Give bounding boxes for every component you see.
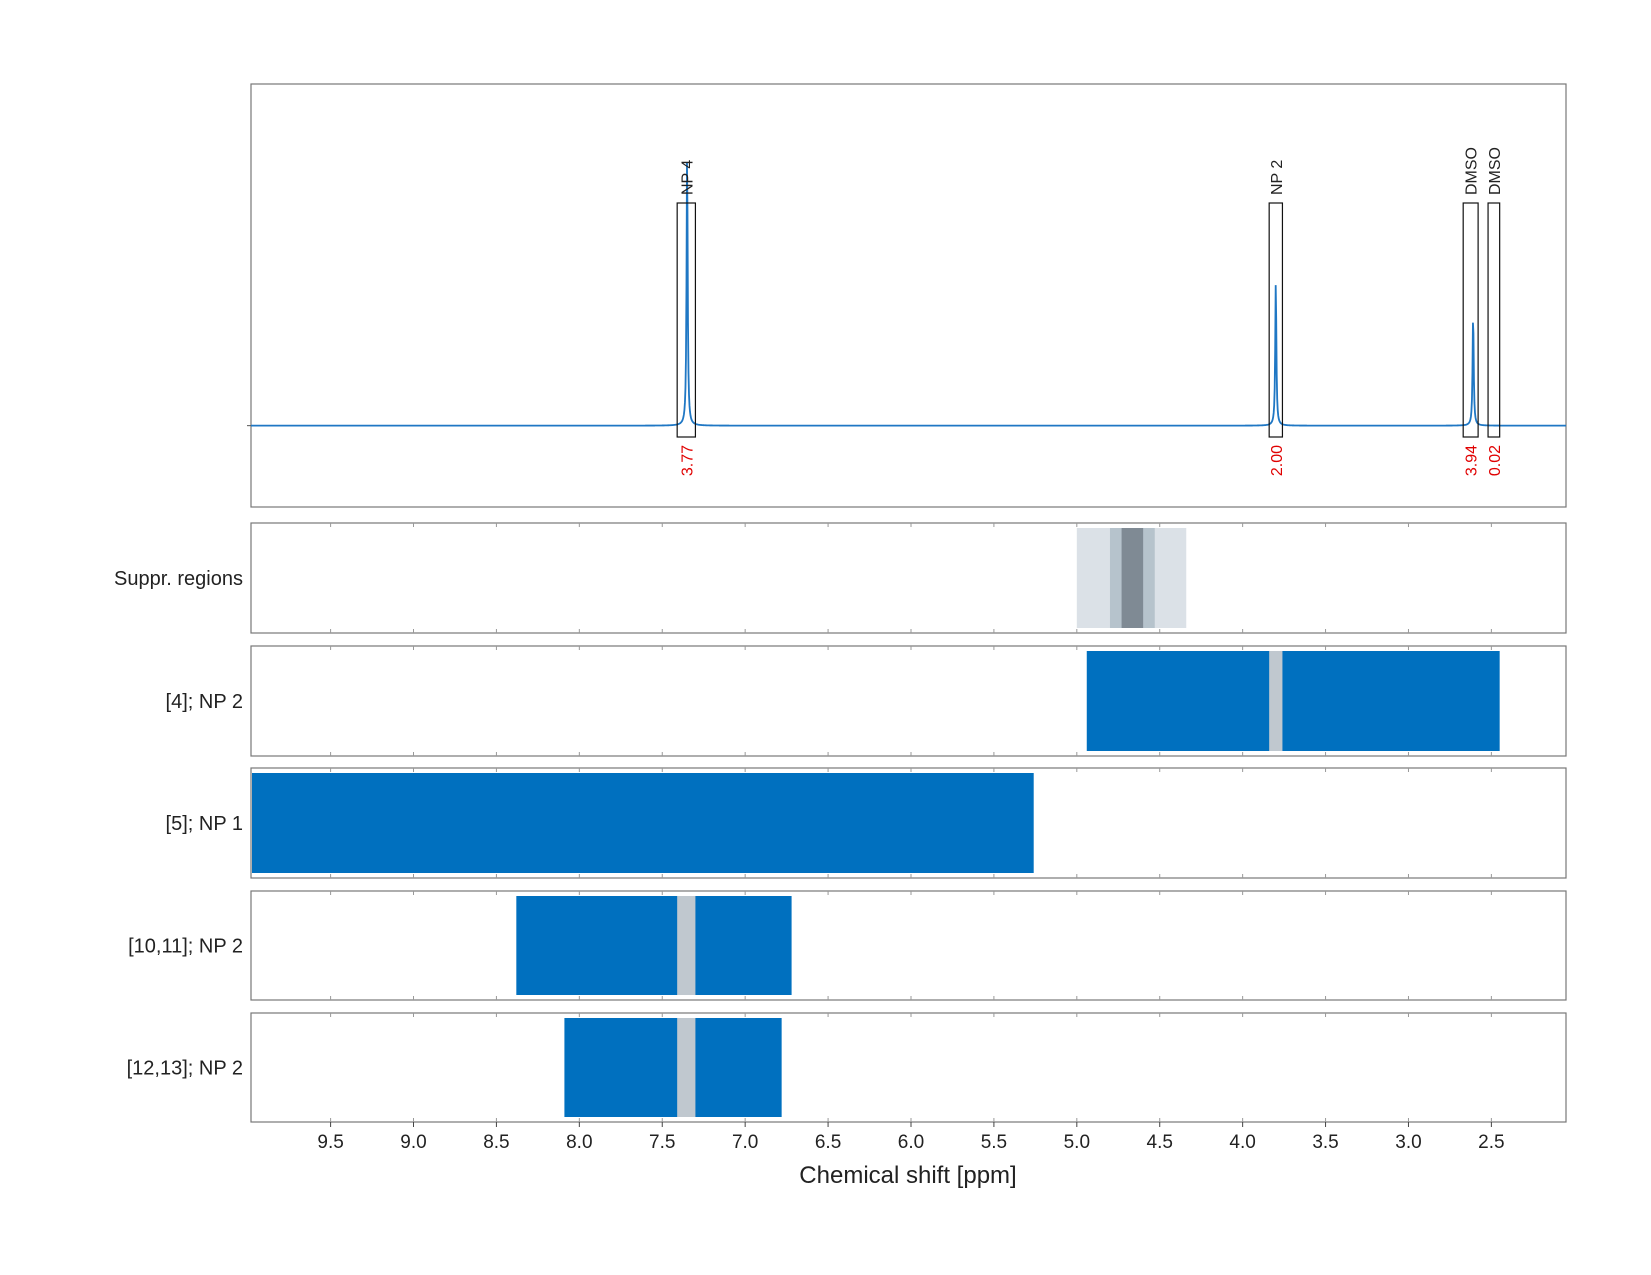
x-tick-label: 3.5: [1312, 1132, 1338, 1153]
integral-label: 0.02: [1487, 445, 1504, 476]
region-gap: [677, 1018, 696, 1117]
x-tick-label: 5.5: [981, 1132, 1007, 1153]
region-rows: Suppr. regions [4]; NP 2 [5]; NP 1 [10,11];…: [114, 522, 1567, 1123]
region-bar: [516, 896, 792, 995]
row-label: [5]; NP 1: [166, 813, 243, 835]
peak-label: DMSO: [1464, 147, 1481, 195]
annotation-3: DMSO 0.02: [1487, 147, 1504, 476]
x-tick-label: 6.0: [898, 1132, 924, 1153]
row-3: [10,11]; NP 2: [128, 890, 1567, 1001]
spectrum-panel: NP 4 3.77 NP 2 2.00 DMSO 3.94 DMSO 0.02: [247, 83, 1567, 508]
annotation-box: [1268, 202, 1284, 438]
annotation-box: [1487, 202, 1501, 438]
x-axis: 9.5 9.0 8.5 8.0 7.5 7.0 6.5 6.0 5.5 5.0 4.5 4.0 3.5 3…: [317, 1122, 1505, 1153]
x-tick-label: 4.5: [1147, 1132, 1173, 1153]
row-frame: [250, 522, 1567, 634]
row-1: [4]; NP 2: [166, 645, 1567, 757]
annotation-2: DMSO 3.94: [1462, 147, 1481, 476]
spectrum-frame: [250, 83, 1567, 508]
x-tick-label: 6.5: [815, 1132, 841, 1153]
x-tick-label: 8.0: [566, 1132, 592, 1153]
region-bar: [252, 773, 1034, 873]
row-2: [5]; NP 1: [166, 767, 1567, 879]
region-bar: [1086, 651, 1500, 751]
integral-label: 3.94: [1464, 445, 1481, 476]
peak-label: DMSO: [1487, 147, 1504, 195]
integral-label: 3.77: [679, 445, 696, 476]
annotation-box: [1462, 202, 1479, 438]
x-tick-label: 2.5: [1478, 1132, 1504, 1153]
row-frame: [250, 1012, 1567, 1123]
annotation-box: [676, 202, 697, 438]
row-frame: [250, 890, 1567, 1001]
x-tick-label: 9.0: [400, 1132, 426, 1153]
peak-label: NP 2: [1269, 160, 1286, 195]
annotation-1: NP 2 2.00: [1268, 160, 1286, 476]
x-tick-label: 5.0: [1064, 1132, 1090, 1153]
row-4: [12,13]; NP 2: [127, 1012, 1567, 1123]
spectrum-line: [251, 162, 1566, 427]
suppressed-region: [1121, 528, 1144, 628]
x-tick-label: 8.5: [483, 1132, 509, 1153]
region-gap: [677, 896, 696, 995]
integral-label: 2.00: [1269, 445, 1286, 476]
x-tick-label: 7.0: [732, 1132, 758, 1153]
x-tick-label: 4.0: [1229, 1132, 1255, 1153]
row-label: [4]; NP 2: [166, 691, 243, 713]
annotation-0: NP 4 3.77: [676, 160, 697, 476]
row-label: [10,11]; NP 2: [128, 936, 243, 958]
x-axis-title: Chemical shift [ppm]: [799, 1162, 1016, 1189]
x-tick-label: 9.5: [317, 1132, 343, 1153]
row-label: Suppr. regions: [114, 568, 243, 590]
x-tick-label: 3.0: [1395, 1132, 1421, 1153]
peak-label: NP 4: [679, 160, 696, 195]
x-tick-label: 7.5: [649, 1132, 675, 1153]
row-label: [12,13]; NP 2: [127, 1058, 243, 1080]
row-0: Suppr. regions: [114, 522, 1567, 634]
region-gap: [1269, 651, 1283, 751]
region-bar: [564, 1018, 782, 1117]
